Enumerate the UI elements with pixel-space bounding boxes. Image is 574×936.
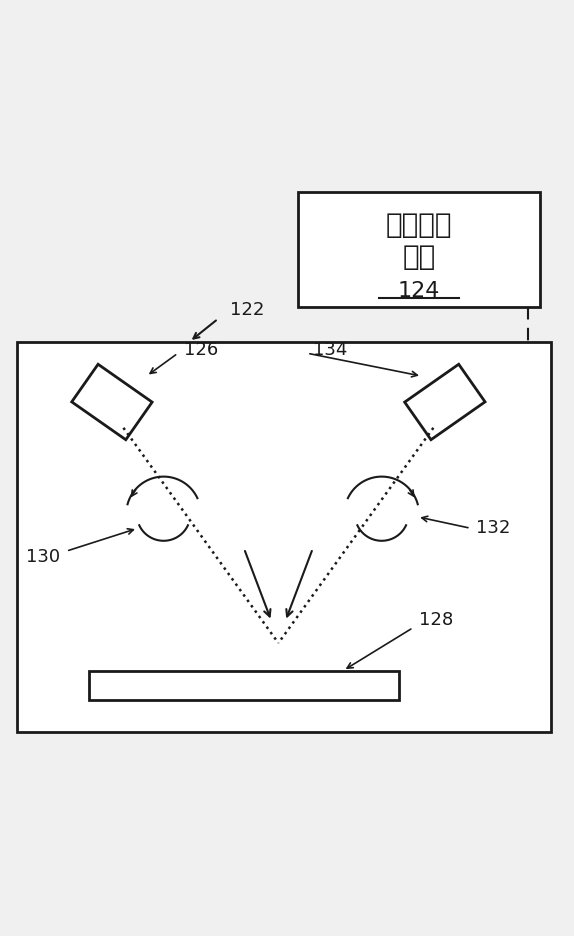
Bar [17, 342, 551, 732]
Text: 132: 132 [476, 519, 511, 537]
Polygon shape [405, 364, 485, 440]
Text: 系统: 系统 [402, 242, 436, 271]
Polygon shape [72, 364, 152, 440]
Bar [298, 193, 540, 307]
Text: 130: 130 [26, 548, 60, 566]
Text: 128: 128 [419, 611, 453, 629]
Text: 124: 124 [398, 281, 440, 301]
Text: 122: 122 [230, 301, 264, 319]
Text: 126: 126 [184, 342, 218, 359]
Text: 134: 134 [313, 342, 347, 359]
Text: 计算机子: 计算机子 [386, 211, 452, 239]
Bar [89, 670, 399, 700]
